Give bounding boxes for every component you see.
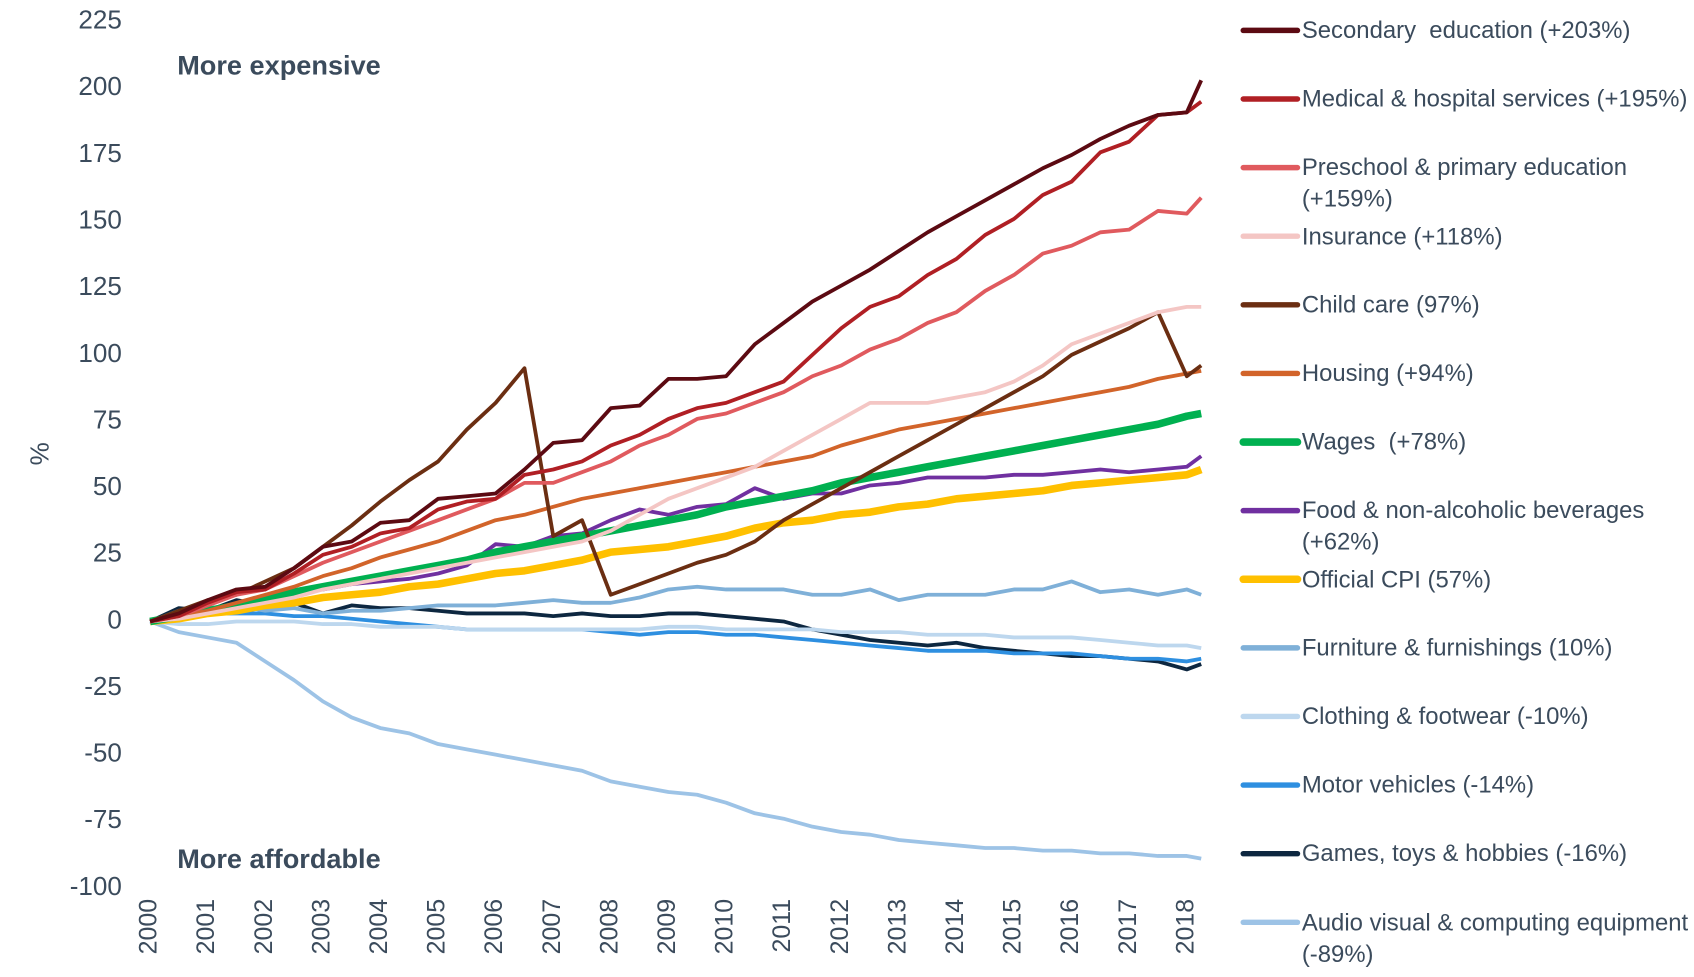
legend-entry: Audio visual & computing equipment (-89%… bbox=[1301, 908, 1689, 967]
legend-label: Housing (+94%) bbox=[1301, 359, 1474, 387]
y-tick-label: -75 bbox=[84, 804, 122, 834]
legend-label: Clothing & footwear (-10%) bbox=[1301, 702, 1589, 730]
x-tick-label: 2016 bbox=[1056, 899, 1084, 955]
series-line bbox=[149, 465, 1203, 626]
legend-label: Official CPI (57%) bbox=[1301, 565, 1492, 593]
y-tick-label: 200 bbox=[78, 71, 121, 101]
series-line bbox=[149, 409, 1202, 626]
y-tick-label: 50 bbox=[93, 471, 122, 501]
x-tick-label: 2013 bbox=[883, 899, 911, 955]
legend-label: Games, toys & hobbies (-16%) bbox=[1301, 839, 1628, 867]
legend-entry: Wages (+78%) bbox=[1301, 427, 1467, 456]
y-tick-label: 75 bbox=[93, 404, 122, 434]
legend-entry: Official CPI (57%) bbox=[1301, 565, 1492, 593]
y-tick-label: -100 bbox=[70, 871, 122, 901]
legend-entry: Clothing & footwear (-10%) bbox=[1301, 702, 1589, 730]
x-tick-label: 2017 bbox=[1114, 899, 1142, 955]
x-tick-label: 2008 bbox=[595, 899, 623, 955]
x-tick-label: 2011 bbox=[768, 899, 796, 953]
y-tick-label: 150 bbox=[78, 204, 121, 234]
x-tick-label: 2014 bbox=[941, 899, 969, 955]
series-line bbox=[149, 310, 1203, 624]
legend-entry: Secondary education (+203%) bbox=[1301, 16, 1631, 44]
legend-entry: Housing (+94%) bbox=[1301, 359, 1474, 387]
annotation: More expensive bbox=[177, 49, 381, 80]
x-tick-label: 2009 bbox=[653, 899, 681, 955]
series-line bbox=[149, 619, 1202, 861]
series-line bbox=[149, 369, 1202, 624]
series-line bbox=[149, 304, 1202, 624]
legend-label: Wages (+78%) bbox=[1301, 427, 1467, 456]
legend-entry: Motor vehicles (-14%) bbox=[1301, 770, 1535, 799]
legend-label: Preschool & primary education (+159%) bbox=[1301, 153, 1634, 213]
legend-label: Furniture & furnishings (10%) bbox=[1301, 633, 1613, 661]
y-tick-label: 225 bbox=[78, 5, 121, 35]
legend-entry: Games, toys & hobbies (-16%) bbox=[1301, 839, 1628, 867]
legend-label: Food & non-alcoholic beverages (+62%) bbox=[1301, 496, 1652, 556]
legend-entry: Food & non-alcoholic beverages (+62%) bbox=[1301, 496, 1652, 556]
series-line bbox=[149, 100, 1203, 624]
x-tick-label: 2005 bbox=[423, 899, 451, 955]
x-tick-label: 2007 bbox=[538, 899, 566, 955]
x-tick-label: 2000 bbox=[135, 899, 163, 955]
x-tick-label: 2004 bbox=[365, 899, 393, 955]
x-tick-label: 2012 bbox=[826, 899, 854, 955]
plot-lines bbox=[149, 79, 1203, 861]
series-line bbox=[149, 79, 1203, 624]
legend-label: Medical & hospital services (+195%) bbox=[1301, 84, 1688, 113]
legend-entry: Preschool & primary education (+159%) bbox=[1301, 153, 1634, 213]
legend-entry: Medical & hospital services (+195%) bbox=[1301, 84, 1688, 113]
x-tick-label: 2002 bbox=[250, 899, 278, 955]
x-tick-label: 2010 bbox=[711, 899, 739, 955]
y-tick-label: 0 bbox=[107, 604, 122, 634]
y-axis-label: % bbox=[24, 442, 54, 465]
legend-entry: Child care (97%) bbox=[1301, 290, 1480, 318]
series-line bbox=[149, 579, 1202, 624]
x-tick-label: 2003 bbox=[307, 899, 335, 955]
y-tick-label: 125 bbox=[78, 271, 121, 301]
legend-label: Motor vehicles (-14%) bbox=[1301, 770, 1535, 799]
annotation: More affordable bbox=[177, 843, 380, 874]
legend-label: Insurance (+118%) bbox=[1301, 222, 1503, 250]
x-tick-label: 2015 bbox=[999, 899, 1027, 955]
series-line bbox=[149, 196, 1203, 624]
y-tick-label: 175 bbox=[78, 138, 121, 168]
x-tick-label: 2018 bbox=[1171, 899, 1199, 955]
y-tick-label: -25 bbox=[84, 671, 122, 701]
y-tick-label: 25 bbox=[93, 538, 122, 568]
legend-label: Audio visual & computing equipment (-89%… bbox=[1301, 908, 1689, 967]
legend-entry: Insurance (+118%) bbox=[1301, 222, 1503, 250]
legend-entry: Furniture & furnishings (10%) bbox=[1301, 633, 1613, 661]
series-line bbox=[149, 619, 1202, 650]
legend-label: Child care (97%) bbox=[1301, 290, 1480, 318]
y-tick-label: -50 bbox=[84, 738, 122, 768]
series-line bbox=[149, 611, 1202, 664]
legend-label: Secondary education (+203%) bbox=[1301, 16, 1631, 44]
y-tick-label: 100 bbox=[78, 338, 121, 368]
x-tick-label: 2001 bbox=[192, 899, 220, 955]
x-tick-label: 2006 bbox=[480, 899, 508, 955]
